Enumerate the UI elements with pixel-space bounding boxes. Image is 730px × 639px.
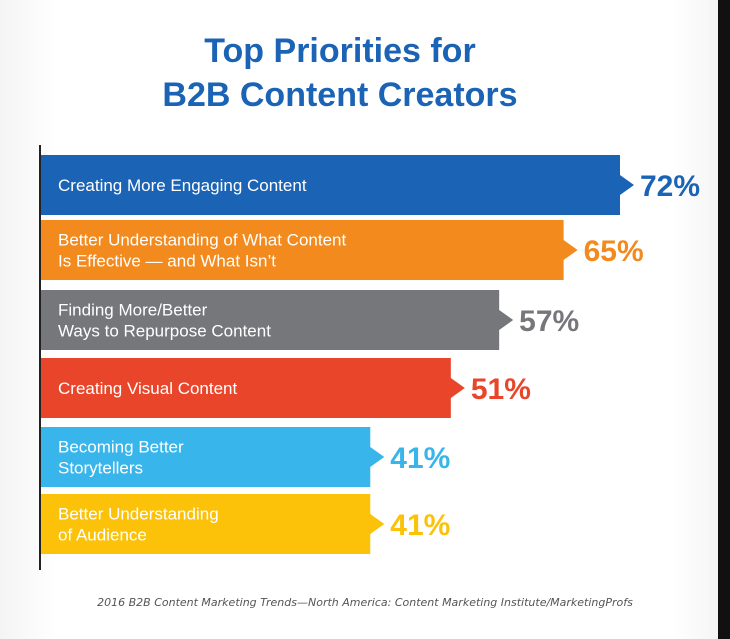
- source-footnote: 2016 B2B Content Marketing Trends—North …: [97, 596, 633, 609]
- frame-edge: [718, 0, 730, 639]
- bar-6: [41, 494, 385, 554]
- category-label-6: Better Understanding of Audience: [58, 505, 219, 545]
- category-label-5: Becoming Better Storytellers: [58, 438, 184, 478]
- value-label-4: 51%: [471, 373, 531, 406]
- value-label-1: 72%: [640, 170, 700, 203]
- bar-5: [41, 427, 385, 487]
- category-label-4: Creating Visual Content: [58, 379, 238, 398]
- value-label-6: 41%: [390, 509, 450, 542]
- value-label-5: 41%: [390, 442, 450, 475]
- category-label-3: Finding More/Better Ways to Repurpose Con…: [58, 301, 271, 341]
- bar-2: [41, 220, 578, 280]
- value-label-3: 57%: [519, 305, 579, 338]
- bar-4: [41, 358, 465, 418]
- chart-title-line2: B2B Content Creators: [162, 76, 518, 114]
- category-label-2: Better Understanding of What Content Is E…: [58, 231, 346, 271]
- bar-1: [41, 155, 634, 215]
- value-label-2: 65%: [584, 235, 644, 268]
- chart-title-line1: Top Priorities for: [204, 32, 476, 70]
- category-label-1: Creating More Engaging Content: [58, 176, 307, 195]
- bar-3: [41, 290, 514, 350]
